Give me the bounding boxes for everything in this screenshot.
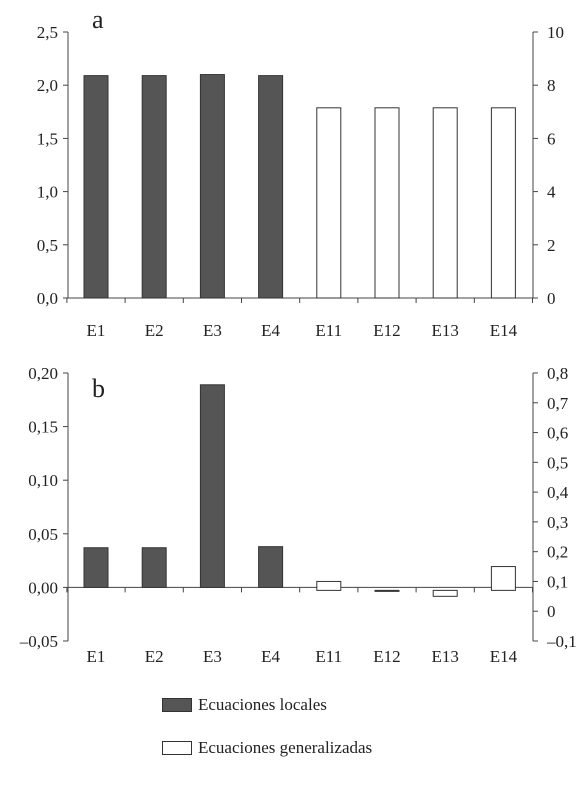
- right-tick-label: 0,8: [547, 364, 568, 383]
- chart-a: 0,0 0,5 1,0 1,5 2,0 2,5 0 2 4 6 8 10 E1 E2 E3 E4 E11 E12 E…: [37, 5, 564, 340]
- legend: Ecuaciones locales Ecuaciones generaliza…: [162, 692, 372, 778]
- x-tick-label: E1: [87, 321, 106, 340]
- x-tick-label: E11: [315, 321, 342, 340]
- bar: [141, 75, 167, 299]
- right-tick-label: 0,7: [547, 394, 569, 413]
- left-tick-label: –0,05: [19, 632, 58, 651]
- left-tick-label: 2,0: [37, 76, 58, 95]
- bar: [316, 580, 342, 591]
- right-tick-label: 0,3: [547, 513, 568, 532]
- x-tick-label: E14: [490, 647, 518, 666]
- x-tick-label: E4: [261, 647, 280, 666]
- x-tick-label: E11: [315, 647, 342, 666]
- left-tick-label: 0,0: [37, 289, 58, 308]
- x-tick-label: E2: [145, 321, 164, 340]
- chart-b: –0,05 0,00 0,05 0,10 0,15 0,20 –0,1 0 0,1 0,2 0,3 0…: [19, 364, 577, 666]
- bar: [199, 74, 225, 299]
- legend-item-locales: Ecuaciones locales: [162, 692, 372, 718]
- x-tick-label: E1: [87, 647, 106, 666]
- right-tick-label: –0,1: [546, 632, 577, 651]
- left-tick-label: 0,5: [37, 236, 58, 255]
- bar: [316, 107, 342, 299]
- right-tick-label: 0,5: [547, 453, 568, 472]
- right-tick-label: 0,4: [547, 483, 569, 502]
- left-tick-label: 0,20: [28, 364, 58, 383]
- bar: [432, 107, 458, 299]
- bar: [432, 589, 458, 597]
- bar: [374, 107, 400, 299]
- bar: [258, 546, 284, 588]
- left-tick-label: 0,05: [28, 525, 58, 544]
- right-tick-label: 0,6: [547, 424, 568, 443]
- x-tick-label: E12: [373, 321, 400, 340]
- legend-label-generalizadas: Ecuaciones generalizadas: [198, 738, 373, 757]
- bar: [199, 384, 225, 588]
- right-tick-label: 4: [547, 183, 556, 202]
- right-tick-label: 0,1: [547, 572, 568, 591]
- x-tick-label: E12: [373, 647, 400, 666]
- left-tick-label: 0,10: [28, 471, 58, 490]
- x-tick-label: E4: [261, 321, 280, 340]
- panel-label: a: [92, 5, 104, 34]
- x-tick-label: E3: [203, 647, 222, 666]
- bar: [490, 107, 516, 299]
- bar: [374, 589, 400, 592]
- right-tick-label: 2: [547, 236, 556, 255]
- bar: [258, 75, 284, 299]
- bar: [83, 547, 109, 588]
- bar: [490, 566, 516, 591]
- legend-item-generalizadas: Ecuaciones generalizadas: [162, 735, 372, 761]
- right-tick-label: 6: [547, 129, 556, 148]
- left-tick-label: 1,0: [37, 183, 58, 202]
- x-tick-label: E14: [490, 321, 518, 340]
- right-tick-label: 10: [547, 23, 564, 42]
- bar: [83, 75, 109, 299]
- legend-swatch-generalizadas: [162, 741, 192, 755]
- legend-label-locales: Ecuaciones locales: [198, 695, 327, 714]
- left-tick-label: 2,5: [37, 23, 58, 42]
- left-tick-label: 0,15: [28, 418, 58, 437]
- left-tick-label: 1,5: [37, 129, 58, 148]
- panel-label: b: [92, 374, 105, 403]
- right-tick-label: 0: [547, 602, 556, 621]
- x-tick-label: E13: [432, 321, 459, 340]
- legend-swatch-locales: [162, 698, 192, 712]
- x-tick-label: E2: [145, 647, 164, 666]
- right-tick-label: 0: [547, 289, 556, 308]
- right-tick-label: 8: [547, 76, 556, 95]
- x-tick-label: E3: [203, 321, 222, 340]
- x-tick-label: E13: [432, 647, 459, 666]
- left-tick-label: 0,00: [28, 578, 58, 597]
- bar: [141, 547, 167, 588]
- right-tick-label: 0,2: [547, 543, 568, 562]
